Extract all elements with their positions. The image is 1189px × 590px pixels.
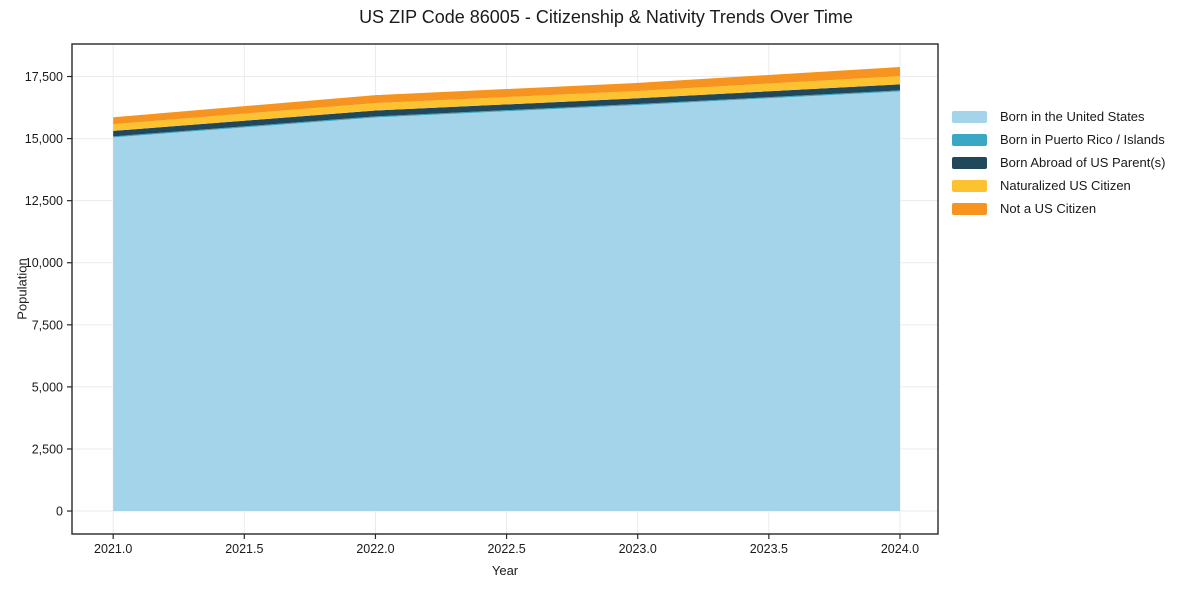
y-tick-label: 12,500 xyxy=(25,194,63,208)
area-series-5 xyxy=(113,66,900,125)
legend-label: Born in the United States xyxy=(1000,109,1145,124)
legend-swatch-icon xyxy=(952,202,987,215)
x-tick-label: 2023.5 xyxy=(750,542,788,556)
y-tick-label: 17,500 xyxy=(25,70,63,84)
y-tick-label: 0 xyxy=(56,505,63,519)
legend-item-5: Not a US Citizen xyxy=(952,197,1165,220)
x-tick-label: 2024.0 xyxy=(881,542,919,556)
y-tick-label: 7,500 xyxy=(32,318,63,332)
y-tick-label: 2,500 xyxy=(32,442,63,456)
x-tick-label: 2023.0 xyxy=(619,542,657,556)
legend-swatch-icon xyxy=(952,156,987,169)
x-tick-label: 2022.0 xyxy=(356,542,394,556)
area-series-2 xyxy=(113,90,900,138)
y-axis-label: Population xyxy=(14,258,30,320)
legend-label: Not a US Citizen xyxy=(1000,201,1097,216)
legend-swatch-icon xyxy=(952,179,987,192)
legend-item-1: Born in the United States xyxy=(952,105,1165,128)
y-tick-label: 5,000 xyxy=(32,380,63,394)
x-tick-label: 2021.5 xyxy=(225,542,263,556)
legend-swatch-icon xyxy=(952,133,987,146)
x-axis-label: Year xyxy=(491,563,519,578)
legend-label: Naturalized US Citizen xyxy=(1000,178,1131,193)
x-tick-label: 2021.0 xyxy=(94,542,132,556)
legend-item-4: Naturalized US Citizen xyxy=(952,174,1165,197)
legend-label: Born in Puerto Rico / Islands xyxy=(1000,132,1165,147)
area-series-4 xyxy=(113,76,900,131)
legend-swatch-icon xyxy=(952,110,987,123)
legend-label: Born Abroad of US Parent(s) xyxy=(1000,155,1166,170)
legend: Born in the United States Born in Puerto … xyxy=(952,105,1165,220)
chart-title: US ZIP Code 86005 - Citizenship & Nativi… xyxy=(359,7,853,27)
area-series-3 xyxy=(113,84,900,137)
legend-item-3: Born Abroad of US Parent(s) xyxy=(952,151,1165,174)
y-tick-label: 10,000 xyxy=(25,256,63,270)
y-tick-label: 15,000 xyxy=(25,132,63,146)
area-series-1 xyxy=(113,91,900,512)
x-tick-label: 2022.5 xyxy=(487,542,525,556)
legend-item-2: Born in Puerto Rico / Islands xyxy=(952,128,1165,151)
plot-spines xyxy=(71,43,939,535)
